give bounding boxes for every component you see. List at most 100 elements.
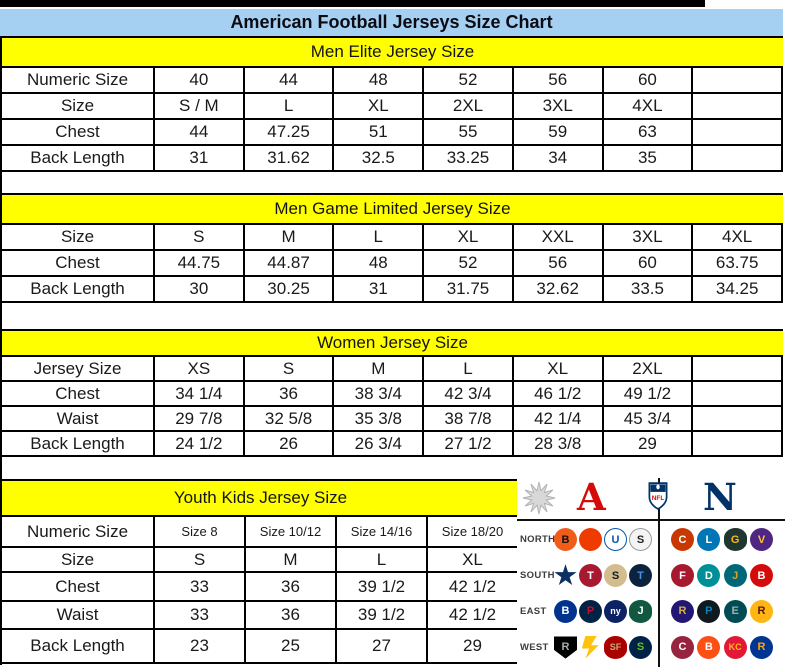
size-cell: 29 (428, 630, 519, 664)
size-cell: XL (424, 225, 514, 251)
size-cell: 56 (513, 251, 604, 277)
row-label: Chest (2, 251, 155, 277)
team-logo-49ers: SF (604, 635, 627, 659)
size-cell: 38 3/4 (334, 382, 425, 407)
size-cell: 44 (244, 68, 335, 94)
section-header-women: Women Jersey Size (2, 329, 783, 357)
size-cell: 52 (424, 68, 514, 94)
size-cell: 34 1/4 (155, 382, 245, 407)
size-cell: XL (513, 357, 604, 382)
row-label: Numeric Size (2, 517, 155, 548)
size-cell: 56 (513, 68, 604, 94)
size-cell: 30.25 (244, 277, 335, 303)
size-cell: 30 (155, 277, 245, 303)
size-cell: 2XL (424, 94, 514, 120)
size-cell: 42 1/2 (428, 573, 519, 602)
logos-header-line (517, 519, 785, 521)
size-cell (693, 432, 783, 457)
size-cell: L (424, 357, 514, 382)
size-cell: 63 (603, 120, 694, 146)
division-label: SOUTH (520, 570, 555, 582)
team-logo-chiefs: KC (723, 635, 747, 659)
size-cell: 47.25 (244, 120, 335, 146)
size-cell (693, 357, 783, 382)
size-cell: 63.75 (693, 251, 783, 277)
team-logo-dolphins: D (697, 564, 721, 588)
row-label: Size (2, 225, 155, 251)
size-cell: Size 8 (155, 517, 246, 548)
size-cell: L (334, 225, 425, 251)
size-cell: 39 1/2 (337, 602, 428, 630)
size-cell: S / M (155, 94, 245, 120)
division-row-west: WEST R SF S C B KC R (517, 629, 789, 665)
size-cell: Size 18/20 (428, 517, 519, 548)
size-cell: S (244, 357, 335, 382)
size-cell: 31 (334, 277, 425, 303)
top-border-bar (0, 0, 705, 7)
size-cell: 29 (603, 432, 694, 457)
starburst-icon (522, 481, 556, 515)
team-logo-jaguars: J (723, 564, 747, 588)
size-cell: M (244, 225, 335, 251)
size-cell: 42 3/4 (424, 382, 514, 407)
row-label: Chest (2, 573, 155, 602)
size-cell: 24 1/2 (155, 432, 245, 457)
row-label: Size (2, 94, 155, 120)
team-logo-jets: J (629, 599, 652, 623)
division-label: EAST (520, 605, 547, 617)
size-cell: 34 (513, 146, 604, 172)
row-label: Back Length (2, 432, 155, 457)
afc-team-group: R SF S (554, 635, 652, 659)
size-cell (693, 120, 783, 146)
team-logo-panthers: P (697, 599, 721, 623)
size-cell: 33 (155, 573, 246, 602)
size-cell: 36 (246, 573, 337, 602)
size-cell: 42 1/4 (513, 407, 604, 432)
team-logo-falcons: F (671, 564, 694, 588)
table-grid: Numeric Size 40 44 48 52 56 60 Size S / M L XL 2XL 3… (2, 68, 783, 172)
section-header-youth-kids: Youth Kids Jersey Size (2, 479, 519, 517)
size-cell: 38 7/8 (424, 407, 514, 432)
size-cell: 31.62 (244, 146, 335, 172)
size-cell: 44 (155, 120, 245, 146)
size-cell: 35 (603, 146, 694, 172)
team-logo-seahawks: S (629, 635, 652, 659)
division-label: NORTH (520, 534, 556, 546)
size-cell: 44.75 (155, 251, 245, 277)
team-logo-ravens: R (671, 599, 694, 623)
division-label: WEST (520, 641, 549, 653)
section-header-men-elite: Men Elite Jersey Size (2, 36, 783, 68)
team-logo-lions: L (697, 528, 721, 552)
size-cell: 31 (155, 146, 245, 172)
logos-header: A NFL N (517, 476, 789, 519)
size-cell: 4XL (693, 225, 783, 251)
team-logo-raiders: R (554, 636, 577, 659)
size-cell: Size 14/16 (337, 517, 428, 548)
size-cell (693, 146, 783, 172)
size-cell: Size 10/12 (246, 517, 337, 548)
team-logo-redskins: R (749, 599, 773, 623)
team-logo-bills: B (554, 599, 577, 623)
table-grid: Size S M L XL XXL 3XL 4XL Chest 44.75 44.87 48 52 56 6… (2, 225, 783, 303)
team-logo-buccaneers: B (749, 564, 773, 588)
size-cell: 48 (334, 68, 425, 94)
size-cell (693, 68, 783, 94)
size-cell: 25 (246, 630, 337, 664)
team-logo-steelers: S (629, 528, 652, 552)
size-cell: M (334, 357, 425, 382)
size-cell: 3XL (603, 225, 694, 251)
size-cell: 3XL (513, 94, 604, 120)
size-cell: XL (428, 548, 519, 573)
team-logo-patriots: P (579, 599, 602, 623)
size-cell: 34.25 (693, 277, 783, 303)
size-cell: 32 5/8 (244, 407, 335, 432)
size-cell (693, 94, 783, 120)
size-cell: 46 1/2 (513, 382, 604, 407)
size-cell: S (155, 548, 246, 573)
row-label: Back Length (2, 146, 155, 172)
team-logo-texans: T (579, 564, 602, 588)
